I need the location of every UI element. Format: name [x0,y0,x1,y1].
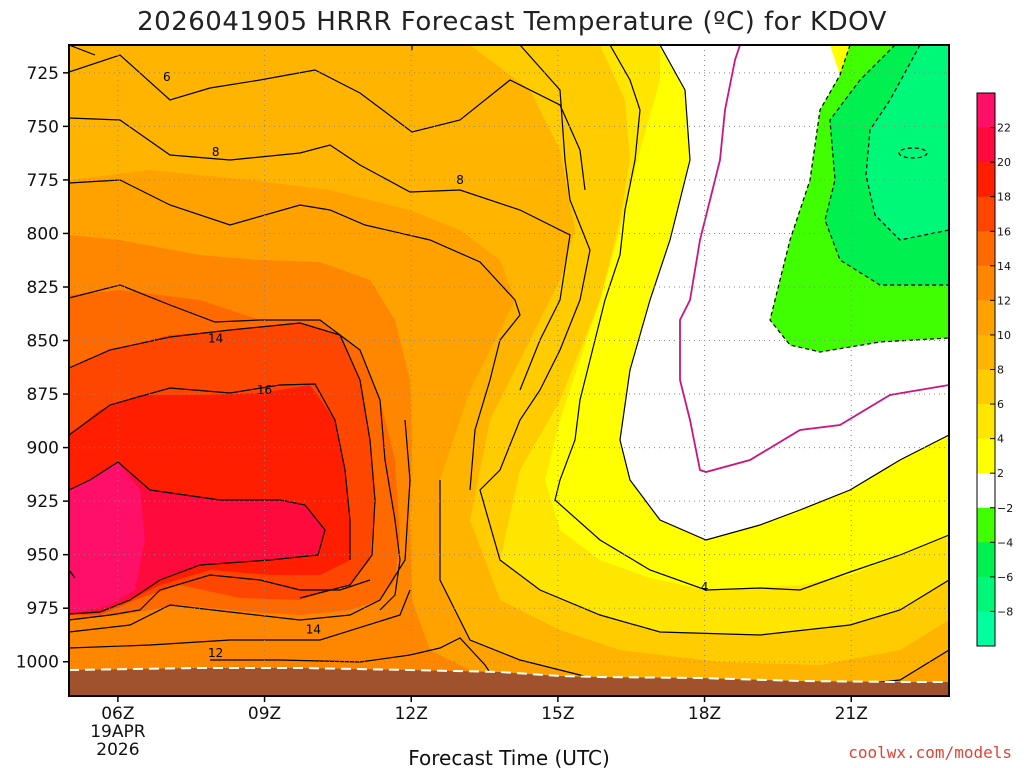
colorbar-label: 22 [997,122,1011,135]
contour-label: 14 [208,331,223,345]
colorbar-label: 2 [997,467,1004,480]
y-tick-label: 750 [27,117,59,137]
band-near-freezing [620,45,949,540]
contour-minus4 [824,45,949,286]
y-axis: 725 750 775 800 825 850 875 900 925 950 975 1000 [16,64,69,673]
colorbar-swatch [977,162,995,198]
y-tick-label: 950 [27,546,59,566]
colorbar-swatch [977,542,995,578]
colorbar-swatch [977,473,995,509]
colorbar-label: 8 [997,364,1004,377]
x-tick-label: 18Z [688,704,721,724]
plot-frame [68,44,950,697]
colorbar-label: −6 [997,571,1013,584]
colorbar-swatch [977,127,995,163]
contour-11 [210,637,496,681]
contour-label: 8 [456,173,464,187]
contour-minus2 [769,45,949,353]
contour-minus8 [898,147,928,159]
colorbar-label: 14 [997,260,1011,273]
contour-minus6 [865,45,949,241]
colorbar-label: −8 [997,605,1013,618]
contour-15 [69,322,376,599]
surface-line [69,667,949,683]
contour-5 [479,45,949,636]
x-tick-label: 15Z [541,704,574,724]
contour-4 [554,45,949,591]
y-tick-label: 900 [27,439,59,459]
contour-stub2 [69,45,96,56]
contour-10 [69,179,521,491]
colorbar-swatch [977,93,995,129]
y-tick-label: 800 [27,224,59,244]
band-minus6-minus8 [866,45,949,240]
y-tick-label: 975 [27,599,59,619]
credit-text: coolwx.com/models [848,743,1012,762]
contour-13 [69,419,411,633]
colorbar-label: 4 [997,433,1004,446]
colorbar: 22 20 18 16 14 12 10 8 6 4 2 −2 −4 −6 −8 [976,92,1013,647]
colorbar-swatch [977,300,995,336]
chart-title: 2026041905 HRRR Forecast Temperature (ºC… [137,7,887,37]
contour-lines [69,45,949,691]
y-tick-label: 825 [27,278,59,298]
colorbar-label: −4 [997,536,1013,549]
contour-label: 16 [257,383,272,397]
colorbar-label: 6 [997,398,1004,411]
contour-label: 12 [208,646,223,660]
contour-6 [69,54,586,191]
y-tick-label: 1000 [16,653,59,673]
x-tick-date: 19APR [90,722,146,742]
colorbar-swatch [977,507,995,543]
contour-14 [69,284,401,611]
y-tick-label: 725 [27,64,59,84]
y-tick-label: 850 [27,332,59,352]
x-tick-label: 21Z [835,704,868,724]
contour-17 [69,574,371,621]
contour-2 [619,45,949,541]
colorbar-label: 18 [997,191,1011,204]
colorbar-swatch [977,611,995,647]
colorbar-swatch [977,196,995,232]
y-tick-label: 925 [27,492,59,512]
x-tick-label: 12Z [395,704,428,724]
colorbar-swatch [977,369,995,405]
contour-8 [69,117,571,391]
freezing-line [679,45,949,473]
band-subzero-light [680,45,949,472]
gridlines [69,45,949,696]
contour-labels: 6 8 8 14 16 14 12 4 [163,70,709,660]
y-tick-label: 775 [27,171,59,191]
colorbar-label: 10 [997,329,1011,342]
colorbar-swatch [977,576,995,612]
x-tick-label: 06Z [101,704,134,724]
colorbar-label: 16 [997,225,1011,238]
contour-label: 14 [306,623,321,637]
subzero-contours [769,45,949,353]
ground [69,668,949,696]
colorbar-swatch [977,231,995,267]
contour-16 [69,383,351,560]
x-tick-label: 09Z [248,704,281,724]
x-tick-year: 2026 [96,740,139,760]
colorbar-label: 12 [997,294,1011,307]
colorbar-swatch [977,265,995,301]
temperature-field [69,45,949,696]
contour-label: 4 [701,580,709,594]
contour-12 [69,589,411,649]
colorbar-swatch [977,334,995,370]
contour-label: 6 [163,70,171,84]
colorbar-swatch [977,404,995,440]
colorbar-label: 20 [997,156,1011,169]
contour-label: 8 [212,145,220,159]
colorbar-swatch [977,438,995,474]
band-22-plus [69,462,145,612]
y-tick-label: 875 [27,385,59,405]
x-axis-label: Forecast Time (UTC) [408,746,610,768]
colorbar-label: −2 [997,502,1013,515]
contour-20 [69,461,326,615]
